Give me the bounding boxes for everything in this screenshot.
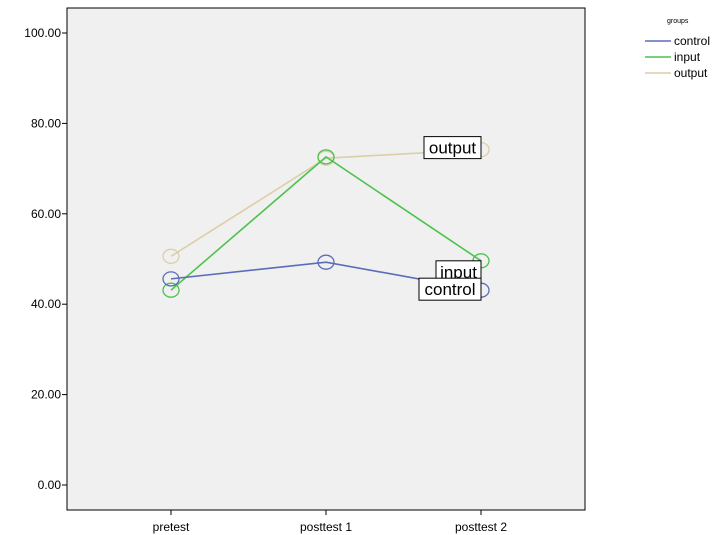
x-tick-label: pretest	[153, 520, 190, 534]
end-label-input: input	[435, 260, 482, 284]
legend-title: groups	[667, 18, 689, 25]
control-point	[162, 271, 180, 287]
y-tick-label: 40.00	[31, 297, 61, 311]
legend-label-input: input	[674, 50, 701, 64]
end-label-text: input	[440, 263, 477, 282]
end-label-box	[423, 136, 482, 160]
y-tick-label: 60.00	[31, 207, 61, 221]
legend-label-output: output	[674, 66, 708, 80]
end-label-text: output	[429, 139, 477, 158]
x-axis: pretest posttest 1 posttest 2	[153, 510, 507, 534]
legend: groups control input output	[645, 18, 710, 80]
end-label-text: control	[424, 280, 475, 299]
plot-area	[66, 7, 586, 511]
y-tick-label: 0.00	[38, 478, 62, 492]
input-point	[317, 149, 335, 165]
y-tick-label: 20.00	[31, 388, 61, 402]
x-tick-label: posttest 1	[300, 520, 352, 534]
y-axis: 0.00 20.00 40.00 60.00 80.00 100.00	[24, 26, 67, 492]
control-point	[317, 254, 335, 270]
end-label-control: control	[418, 277, 482, 301]
end-label-output: output	[423, 136, 482, 160]
y-tick-label: 80.00	[31, 116, 61, 130]
input-point	[162, 282, 180, 298]
legend-label-control: control	[674, 34, 710, 48]
end-label-box	[418, 277, 482, 301]
output-point	[162, 248, 180, 264]
input-series-line	[170, 155, 482, 291]
x-tick-label: posttest 2	[455, 520, 507, 534]
y-tick-label: 100.00	[24, 26, 61, 40]
